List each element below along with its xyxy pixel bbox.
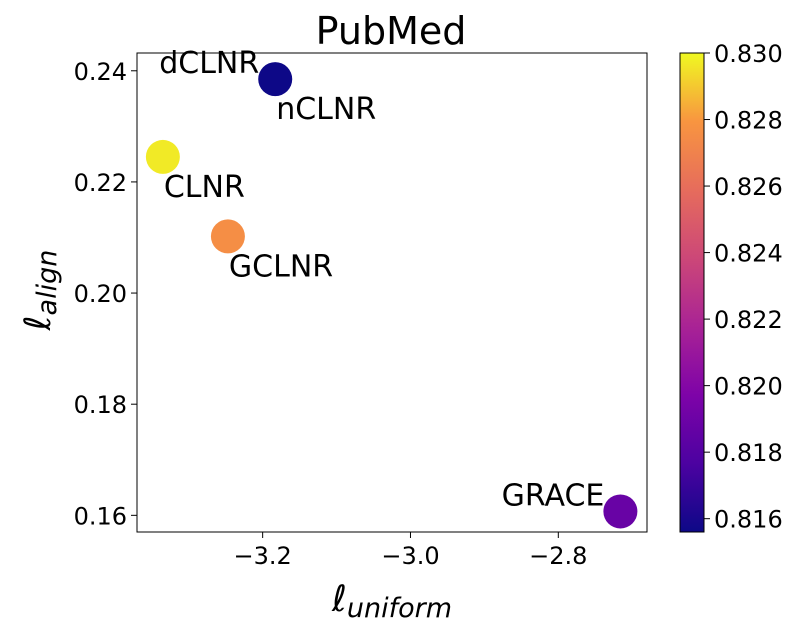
y-tick-label: 0.24 bbox=[74, 58, 127, 86]
x-tick-label: −3.2 bbox=[234, 542, 292, 570]
y-tick-label: 0.22 bbox=[74, 169, 127, 197]
colorbar-tick-label: 0.828 bbox=[714, 107, 783, 135]
point-gclnr bbox=[210, 219, 245, 254]
y-tick-label: 0.18 bbox=[74, 391, 127, 419]
colorbar-tick-label: 0.826 bbox=[714, 173, 783, 201]
colorbar-tick-label: 0.822 bbox=[714, 306, 783, 334]
point-label-clnr: CLNR bbox=[164, 170, 245, 205]
colorbar-ticks: 0.816 0.818 0.820 0.822 0.824 0.826 0.828 0.830 bbox=[704, 40, 783, 534]
point-labels: dCLNR nCLNR CLNR GCLNR GRACE bbox=[159, 46, 604, 513]
x-axis: −3.2 −3.0 −2.8 bbox=[234, 532, 587, 570]
plot-area bbox=[136, 52, 648, 533]
point-clnr bbox=[145, 139, 180, 174]
point-label-dclnr: dCLNR bbox=[159, 46, 259, 81]
x-tick-label: −2.8 bbox=[529, 542, 587, 570]
colorbar bbox=[679, 52, 705, 533]
colorbar-tick-label: 0.820 bbox=[714, 373, 783, 401]
y-tick-label: 0.20 bbox=[74, 280, 127, 308]
point-label-grace: GRACE bbox=[502, 478, 605, 513]
x-tick-label: −3.0 bbox=[381, 542, 439, 570]
data-points bbox=[145, 62, 638, 529]
y-tick-label: 0.16 bbox=[74, 502, 127, 530]
colorbar-tick-label: 0.830 bbox=[714, 40, 783, 68]
point-label-nclnr: nCLNR bbox=[276, 92, 376, 127]
colorbar-tick-label: 0.824 bbox=[714, 240, 783, 268]
x-axis-label: ℓuniform bbox=[331, 579, 452, 624]
chart-title: PubMed bbox=[316, 9, 467, 53]
point-label-gclnr: GCLNR bbox=[229, 249, 333, 284]
colorbar-tick-label: 0.816 bbox=[714, 506, 783, 534]
point-grace bbox=[603, 494, 638, 529]
y-axis: 0.16 0.18 0.20 0.22 0.24 bbox=[74, 58, 137, 530]
point-dclnr bbox=[258, 62, 293, 97]
colorbar-tick-label: 0.818 bbox=[714, 439, 783, 467]
y-axis-label: ℓalign bbox=[18, 250, 63, 332]
